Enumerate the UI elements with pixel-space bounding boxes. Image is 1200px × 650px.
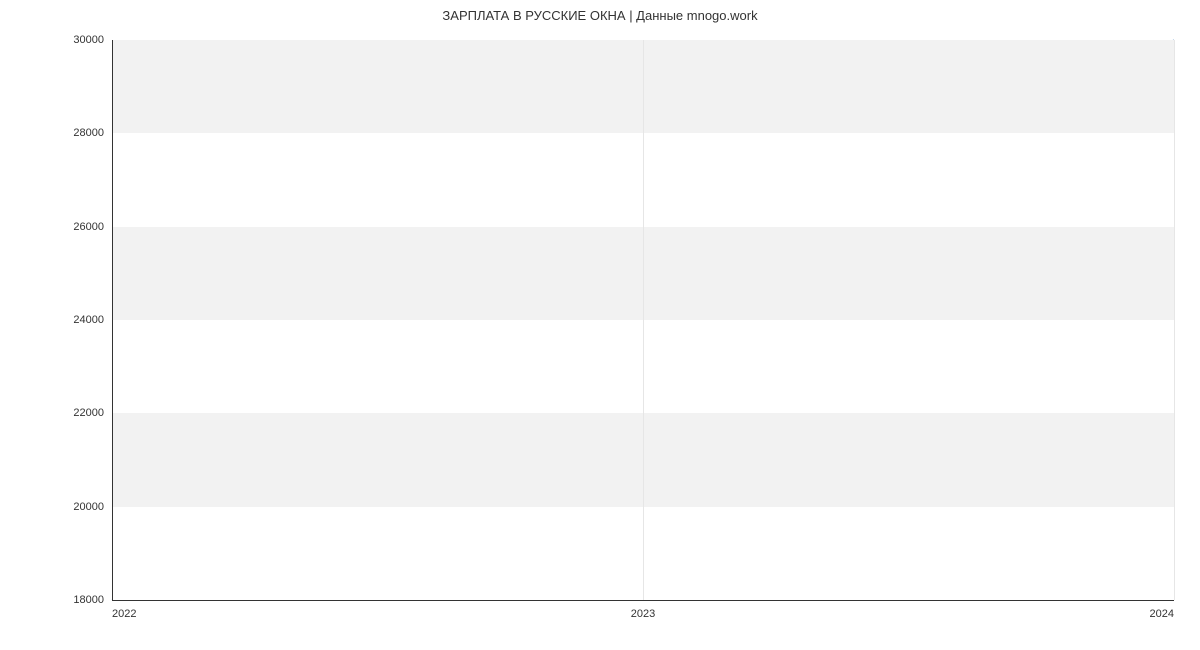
x-tick-label: 2023	[631, 608, 655, 620]
x-axis-line	[112, 600, 1174, 601]
grid-vertical	[643, 40, 644, 600]
x-tick-label: 2022	[112, 608, 136, 620]
plot-area	[112, 40, 1174, 600]
chart-title: ЗАРПЛАТА В РУССКИЕ ОКНА | Данные mnogo.w…	[0, 8, 1200, 23]
chart-container: ЗАРПЛАТА В РУССКИЕ ОКНА | Данные mnogo.w…	[0, 0, 1200, 650]
y-tick-label: 24000	[0, 314, 104, 326]
grid-vertical	[1174, 40, 1175, 600]
y-tick-label: 30000	[0, 34, 104, 46]
x-tick-label: 2024	[1150, 608, 1174, 620]
y-tick-label: 20000	[0, 501, 104, 513]
y-tick-label: 26000	[0, 221, 104, 233]
y-tick-label: 22000	[0, 407, 104, 419]
y-tick-label: 18000	[0, 594, 104, 606]
y-axis-line	[112, 40, 113, 600]
y-tick-label: 28000	[0, 127, 104, 139]
